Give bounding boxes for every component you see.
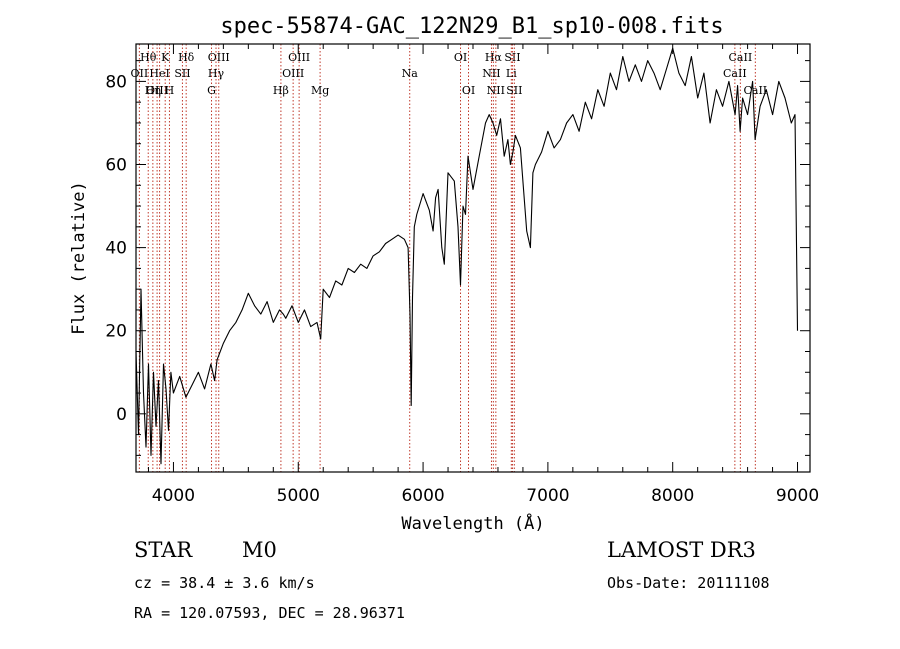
chart-title: spec-55874-GAC_122N29_B1_sp10-008.fits [220, 14, 723, 39]
x-tick-label: 7000 [526, 486, 569, 506]
survey-name: LAMOST DR3 [607, 538, 756, 562]
spectral-line-label: OIII [208, 51, 230, 64]
spectral-line-label: NII [487, 84, 505, 97]
spectral-line-label: Mg [311, 84, 329, 97]
y-tick-label: 80 [105, 72, 127, 92]
x-tick-label: 5000 [277, 486, 320, 506]
spectral-line-label: OIII [288, 51, 310, 64]
spectral-line-label: Na [402, 67, 419, 80]
spectral-line-label: Hγ [208, 67, 225, 80]
spectral-line-label: OIII [146, 84, 168, 97]
spectral-line-label: CaII [743, 84, 767, 97]
spectral-line-label: SII [504, 51, 520, 64]
coordinates: RA = 120.07593, DEC = 28.96371 [134, 604, 405, 622]
spectral-line-label: OI [462, 84, 475, 97]
spectral-line-label: Hβ [273, 84, 289, 97]
spectral-line-label: H [165, 84, 175, 97]
y-tick-label: 60 [105, 156, 127, 176]
spectral-line-label: K [161, 51, 170, 64]
spectral-line-label: OII [131, 67, 149, 80]
spectrum-series-line [135, 47, 799, 465]
x-tick-label: 8000 [651, 486, 694, 506]
x-tick-label: 6000 [401, 486, 444, 506]
spectral-line-label: CaII [729, 51, 753, 64]
object-class: STAR [134, 538, 193, 562]
x-tick-label: 4000 [152, 486, 195, 506]
y-tick-label: 0 [116, 405, 127, 425]
plot-frame [135, 43, 811, 473]
y-tick-label: 40 [105, 239, 127, 259]
spectral-line-label: OIII [282, 67, 304, 80]
spectral-line-label: Hθ [140, 51, 157, 64]
obs-date: Obs-Date: 20111108 [607, 574, 770, 592]
spectral-line-label: Hα [485, 51, 503, 64]
spectral-line-label: HeI [149, 67, 169, 80]
axis-ticks: 4000 5000 6000 7000 8000 9000 0 20 40 60 80 [105, 44, 819, 506]
spectral-line-label: SII [506, 84, 522, 97]
y-axis-label: Flux (relative) [69, 181, 89, 335]
spectral-line-label: SII [174, 67, 190, 80]
object-subclass: M0 [242, 538, 277, 562]
spectral-line-label: Hη [145, 84, 161, 97]
redshift-readout: cz = 38.4 ± 3.6 km/s [134, 574, 315, 592]
spectral-line-label: Hδ [178, 51, 195, 64]
spectral-line-label: NII [482, 67, 500, 80]
x-tick-label: 9000 [776, 486, 819, 506]
spectral-line-label: OI [454, 51, 467, 64]
spectral-line-label: CaII [723, 67, 747, 80]
spectral-line-label: Li [506, 67, 517, 80]
spectral-line-label: G [207, 84, 216, 97]
y-tick-label: 20 [105, 322, 127, 342]
x-axis-label: Wavelength (Å) [401, 512, 544, 534]
